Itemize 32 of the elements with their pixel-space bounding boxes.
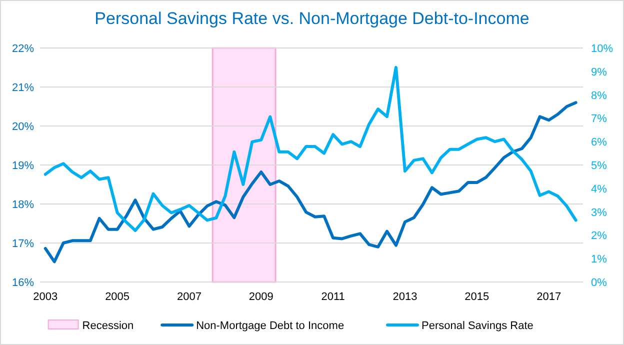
x-tick-label: 2009	[248, 291, 274, 303]
y2-tick-label: 4%	[591, 183, 608, 196]
legend-label: Recession	[82, 320, 134, 332]
x-tick-label: 2005	[105, 291, 130, 303]
y2-tick-label: 5%	[591, 160, 608, 172]
legend-label: Non-Mortgage Debt to Income	[196, 320, 344, 332]
x-tick-label: 2011	[321, 291, 345, 303]
x-tick-label: 2015	[464, 291, 490, 303]
legend-label: Personal Savings Rate	[422, 320, 534, 332]
x-tick-label: 2013	[392, 291, 418, 303]
y2-tick-label: 9%	[591, 66, 608, 78]
line-series	[44, 101, 578, 264]
y-tick-label: 20%	[12, 121, 34, 133]
y-tick-label: 17%	[12, 238, 34, 250]
line-series	[44, 66, 578, 232]
y2-tick-label: 6%	[591, 136, 608, 149]
y2-tick-label: 0%	[591, 277, 608, 289]
x-tick-label: 2017	[536, 291, 562, 303]
y-tick-label: 18%	[12, 199, 34, 211]
y2-tick-label: 3%	[591, 206, 608, 219]
y2-tick-label: 10%	[591, 43, 614, 55]
y-tick-label: 16%	[12, 277, 34, 289]
y2-tick-label: 2%	[591, 230, 608, 242]
y-tick-label: 22%	[12, 43, 34, 55]
x-tick-label: 2003	[33, 291, 58, 303]
y2-tick-label: 1%	[591, 254, 608, 266]
y2-tick-label: 8%	[591, 90, 608, 102]
y2-tick-label: 7%	[591, 113, 608, 126]
y-tick-label: 19%	[12, 160, 34, 172]
chart-title: Personal Savings Rate vs. Non-Mortgage Debt-to-Income	[94, 9, 530, 28]
y-tick-label: 21%	[12, 82, 34, 94]
x-tick-label: 2007	[176, 291, 202, 303]
